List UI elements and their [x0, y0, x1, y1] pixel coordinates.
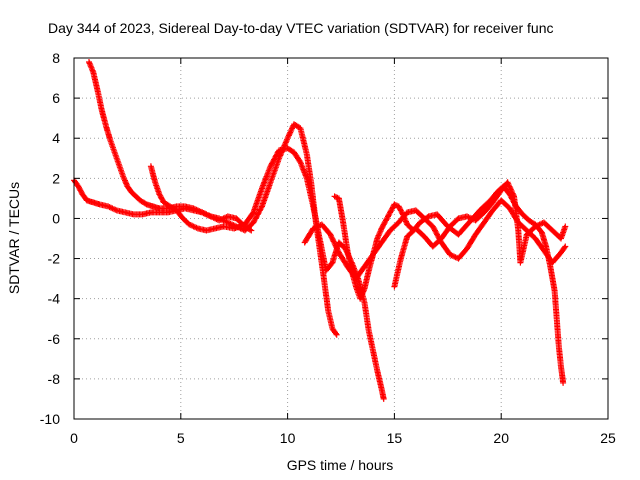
- x-tick-label: 25: [600, 430, 616, 446]
- y-tick-label: -8: [48, 371, 61, 387]
- series-track-5: [301, 197, 569, 282]
- y-tick-label: 8: [52, 50, 60, 66]
- y-tick-label: -2: [48, 251, 61, 267]
- chart-title: Day 344 of 2023, Sidereal Day-to-day VTE…: [48, 20, 554, 36]
- x-axis-label: GPS time / hours: [287, 457, 394, 473]
- x-tick-label: 15: [387, 430, 403, 446]
- y-tick-label: 2: [52, 170, 60, 186]
- y-tick-label: 0: [52, 210, 60, 226]
- plus-markers: [301, 197, 569, 282]
- y-tick-label: 6: [52, 90, 60, 106]
- y-tick-label: -6: [48, 331, 61, 347]
- y-tick-label: 4: [52, 130, 60, 146]
- axis-ticks: 0 5 10 15 20 25 -10 -8 -6 -4 -2 0 2 4 6 8: [40, 50, 616, 446]
- y-axis-label: SDTVAR / TECUs: [6, 182, 22, 294]
- x-tick-label: 5: [177, 430, 185, 446]
- x-tick-label: 0: [70, 430, 78, 446]
- plot-frame: [73, 57, 609, 420]
- x-tick-label: 10: [280, 430, 296, 446]
- x-tick-label: 20: [493, 430, 509, 446]
- series-track-6: [391, 179, 569, 290]
- plus-markers: [391, 179, 569, 290]
- y-tick-label: -4: [48, 291, 61, 307]
- y-tick-label: -10: [40, 411, 60, 427]
